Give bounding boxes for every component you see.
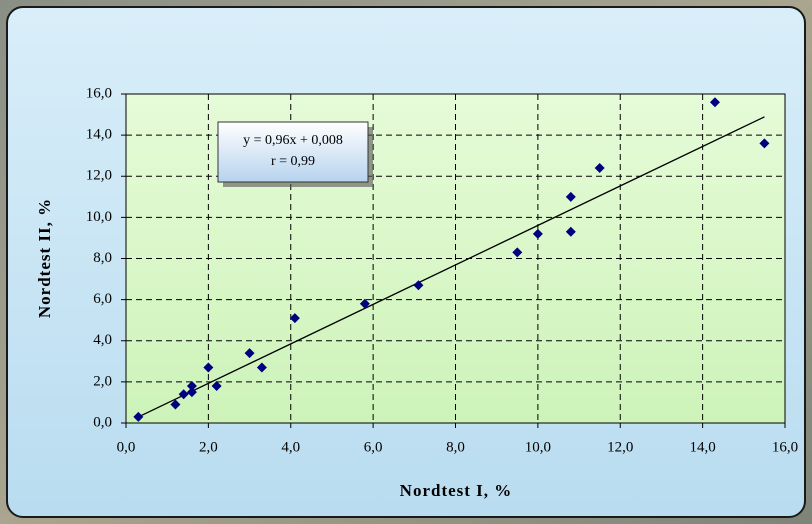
x-tick-label: 6,0 [364, 439, 383, 455]
x-tick-label: 12,0 [607, 439, 633, 455]
point [133, 411, 144, 422]
point [594, 163, 605, 174]
point [178, 389, 189, 400]
point [211, 380, 222, 391]
x-tick-label: 2,0 [199, 439, 218, 455]
point [413, 280, 424, 291]
point [759, 138, 770, 149]
y-tick-label: 12,0 [86, 168, 112, 184]
point [256, 362, 267, 373]
point [565, 191, 576, 202]
point [170, 399, 181, 410]
y-tick-label: 14,0 [86, 127, 112, 143]
y-tick-label: 16,0 [86, 85, 112, 101]
point [289, 313, 300, 324]
point [244, 348, 255, 359]
point [532, 228, 543, 239]
x-tick-label: 16,0 [772, 439, 798, 455]
point [512, 247, 523, 258]
trendline [138, 116, 765, 418]
x-tick-label: 0,0 [117, 439, 136, 455]
point [565, 226, 576, 237]
correlation: r = 0,99 [271, 154, 315, 169]
point [186, 387, 197, 398]
equation: y = 0,96x + 0,008 [243, 133, 343, 148]
y-axis-title: Nordtest II, % [35, 198, 54, 318]
x-tick-label: 8,0 [446, 439, 465, 455]
annotation-box [217, 121, 369, 183]
y-tick-label: 2,0 [93, 373, 112, 389]
x-tick-label: 14,0 [690, 439, 716, 455]
plot-border [125, 93, 786, 424]
x-axis-title: Nordtest I, % [400, 481, 513, 500]
y-tick-label: 8,0 [93, 250, 112, 266]
marks [133, 97, 770, 422]
point [359, 298, 370, 309]
y-tick-label: 0,0 [93, 414, 112, 430]
x-tick-label: 10,0 [525, 439, 551, 455]
grid [121, 93, 786, 428]
y-tick-label: 6,0 [93, 291, 112, 307]
y-tick-label: 10,0 [86, 209, 112, 225]
x-tick-label: 4,0 [281, 439, 300, 455]
point [709, 97, 720, 108]
point [203, 362, 214, 373]
point [186, 380, 197, 391]
y-tick-label: 4,0 [93, 332, 112, 348]
